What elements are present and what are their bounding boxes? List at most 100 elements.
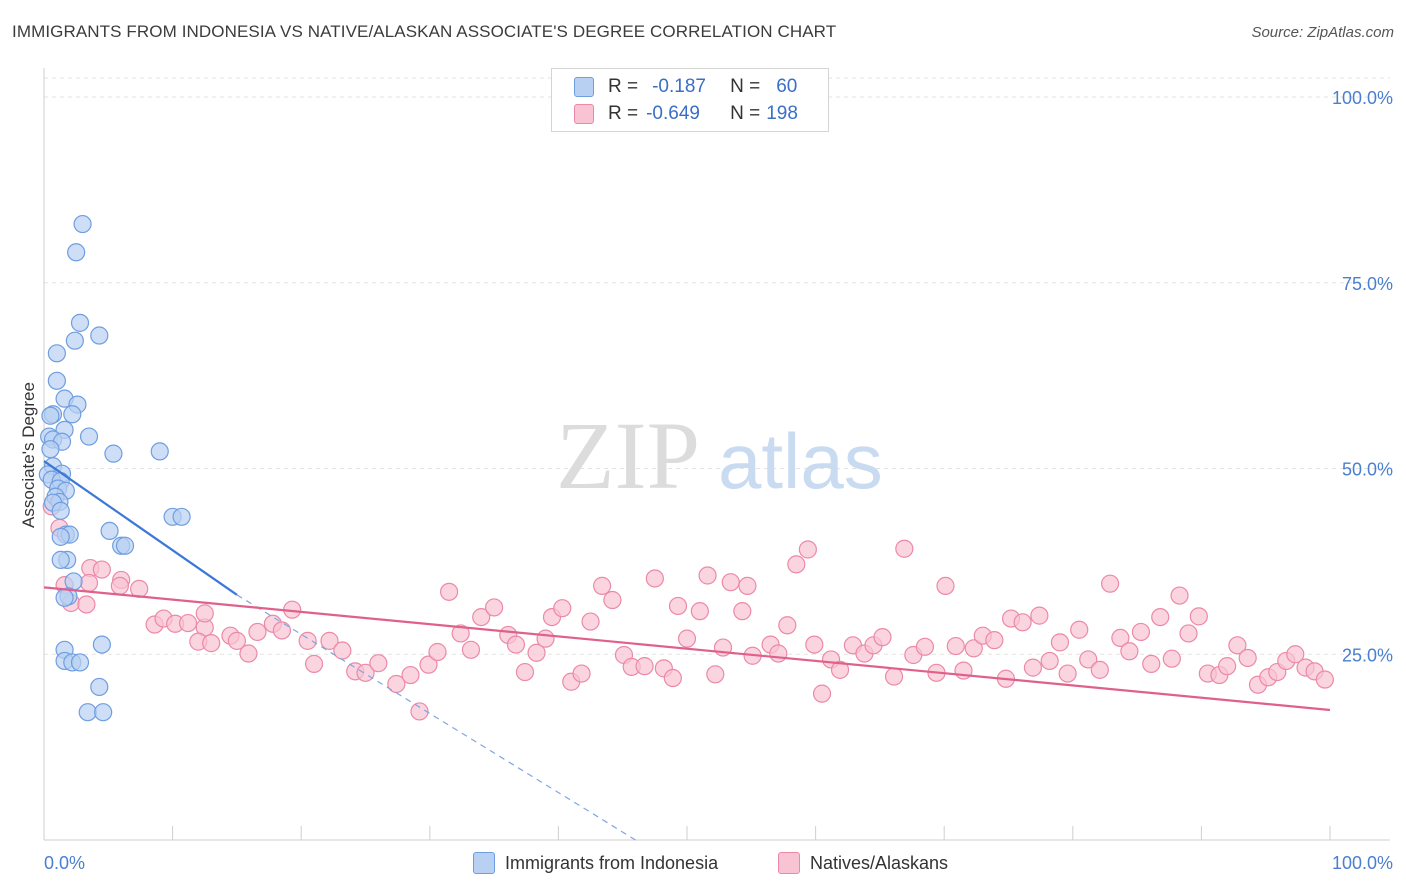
data-point	[985, 631, 1004, 650]
legend-n-value: 60	[776, 76, 798, 97]
data-point	[63, 405, 82, 424]
trend-lines	[43, 460, 1331, 841]
data-point	[461, 640, 481, 659]
data-point	[1228, 636, 1247, 655]
data-point	[41, 440, 60, 459]
data-point	[946, 636, 965, 656]
data-point	[677, 629, 697, 648]
data-point	[593, 576, 612, 595]
y-tick-label: 100.0%	[1332, 88, 1393, 108]
data-point	[690, 602, 709, 621]
data-point	[1142, 654, 1161, 674]
data-point	[645, 569, 664, 588]
grid-lines	[44, 77, 1390, 655]
data-point	[51, 527, 70, 546]
data-point	[1189, 607, 1208, 626]
legend-row-indonesia: R = -0.187 N = 60	[574, 75, 797, 99]
data-point	[227, 631, 246, 650]
data-point	[51, 501, 70, 520]
data-point	[195, 604, 214, 623]
data-point	[778, 616, 797, 635]
data-point	[90, 677, 109, 697]
data-point	[55, 588, 74, 607]
data-point	[304, 654, 324, 674]
data-point	[1070, 620, 1089, 639]
data-point	[100, 521, 119, 541]
data-point	[67, 243, 86, 262]
data-point	[172, 507, 191, 526]
data-point	[830, 660, 850, 679]
data-point	[1315, 670, 1334, 689]
trend-line-indonesia-extension	[236, 594, 636, 841]
data-point	[1218, 657, 1237, 676]
data-point	[41, 406, 60, 425]
legend-swatch-blue	[574, 77, 594, 97]
y-tick-label: 50.0%	[1342, 460, 1393, 480]
data-point	[884, 667, 904, 686]
data-point	[698, 566, 717, 585]
data-point	[92, 635, 111, 654]
watermark: ZIP atlas	[556, 402, 883, 509]
y-tick-label: 25.0%	[1342, 645, 1393, 665]
x-tick-label: 0.0%	[44, 853, 85, 873]
tick-labels: 100.0% 75.0% 50.0% 25.0% 0.0% 100.0%	[44, 88, 1393, 873]
data-point	[1151, 607, 1170, 627]
watermark-zip: ZIP	[556, 402, 700, 509]
legend-row-natives: R = -0.649 N = 198	[574, 102, 798, 126]
data-point	[92, 560, 111, 579]
data-point	[78, 703, 97, 722]
data-point	[603, 590, 622, 610]
data-point	[320, 631, 339, 650]
legend-n-label: N =	[730, 103, 761, 124]
data-point	[110, 576, 129, 595]
data-point	[104, 444, 123, 463]
data-point	[70, 313, 90, 332]
legend-r-value: -0.649	[646, 103, 700, 124]
data-point	[769, 644, 788, 663]
data-point	[369, 654, 388, 673]
data-point	[805, 635, 824, 654]
data-point	[915, 637, 935, 656]
data-point	[1286, 645, 1305, 664]
data-point	[812, 684, 832, 703]
data-point	[51, 550, 70, 569]
data-point	[419, 655, 438, 674]
data-point	[895, 539, 914, 558]
data-point	[387, 674, 406, 694]
data-point	[1162, 649, 1181, 668]
bottom-legend-swatch-pink	[778, 852, 800, 874]
bottom-legend-label: Natives/Alaskans	[810, 852, 949, 873]
data-point	[272, 621, 292, 640]
data-point	[47, 344, 66, 363]
legend-n-value: 198	[766, 103, 798, 124]
data-point	[581, 612, 600, 631]
series-natives-points	[42, 497, 1334, 721]
data-point	[1090, 660, 1109, 679]
data-point	[1120, 642, 1139, 661]
data-point	[706, 665, 725, 684]
y-axis-label: Associate's Degree	[19, 382, 38, 528]
data-point	[333, 641, 352, 660]
watermark-atlas: atlas	[718, 417, 883, 505]
data-point	[1058, 664, 1077, 683]
legend-n-label: N =	[730, 76, 761, 97]
data-point	[1023, 658, 1043, 677]
correlation-legend: R = -0.187 N = 60 R = -0.649 N = 198	[551, 68, 829, 132]
data-point	[663, 668, 682, 688]
series-indonesia-points	[38, 214, 191, 722]
data-point	[90, 326, 109, 345]
axes	[43, 68, 1390, 841]
data-point	[515, 662, 535, 682]
data-point	[115, 536, 135, 555]
data-point	[79, 573, 99, 593]
data-point	[202, 634, 221, 653]
data-point	[635, 657, 654, 676]
bottom-legend-indonesia: Immigrants from Indonesia	[473, 852, 718, 874]
data-point	[65, 331, 84, 350]
data-point	[738, 576, 757, 595]
data-point	[1238, 648, 1257, 668]
data-point	[47, 371, 66, 390]
data-point	[150, 442, 169, 461]
data-point	[1040, 651, 1059, 671]
